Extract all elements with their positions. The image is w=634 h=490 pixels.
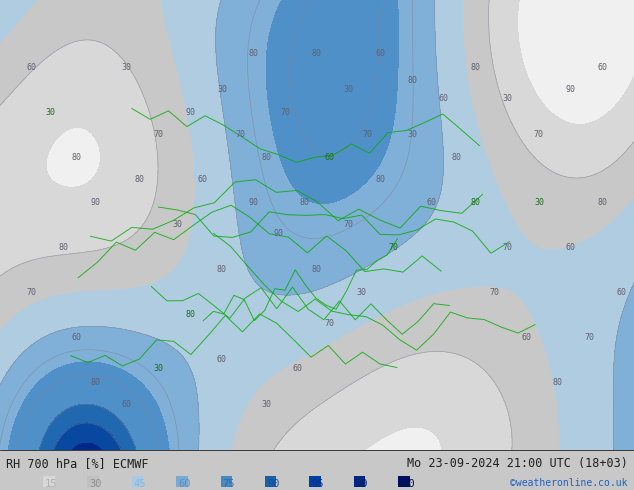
Text: 80: 80	[312, 266, 322, 274]
Text: 80: 80	[58, 243, 68, 252]
Text: Mo 23-09-2024 21:00 UTC (18+03): Mo 23-09-2024 21:00 UTC (18+03)	[407, 457, 628, 470]
Bar	[265, 475, 276, 487]
Text: ©weatheronline.co.uk: ©weatheronline.co.uk	[510, 478, 628, 489]
Text: 30: 30	[153, 365, 164, 373]
Text: 30: 30	[261, 400, 271, 409]
Text: 90: 90	[90, 198, 100, 207]
Text: 80: 80	[261, 153, 271, 162]
Text: 60: 60	[71, 333, 81, 342]
Text: 70: 70	[585, 333, 595, 342]
Text: 70: 70	[534, 130, 544, 140]
Text: 70: 70	[153, 130, 164, 140]
Text: 70: 70	[388, 243, 398, 252]
Text: 80: 80	[407, 76, 417, 85]
Text: 80: 80	[299, 198, 309, 207]
Text: 80: 80	[470, 198, 481, 207]
Text: 80: 80	[71, 153, 81, 162]
Text: 60: 60	[439, 95, 449, 103]
Text: 75: 75	[223, 479, 235, 489]
Bar	[398, 475, 410, 487]
Text: 45: 45	[134, 479, 146, 489]
Text: 60: 60	[198, 175, 208, 184]
Text: 70: 70	[344, 220, 354, 229]
Text: 60: 60	[616, 288, 626, 297]
Text: 90: 90	[267, 479, 280, 489]
Text: 60: 60	[426, 198, 436, 207]
Text: 70: 70	[27, 288, 37, 297]
Text: 99: 99	[356, 479, 368, 489]
Text: 60: 60	[597, 63, 607, 72]
Text: 30: 30	[217, 85, 227, 95]
Text: 30: 30	[89, 479, 102, 489]
Text: 80: 80	[90, 378, 100, 387]
Bar	[132, 475, 143, 487]
Text: 90: 90	[274, 229, 284, 239]
Text: 70: 70	[489, 288, 500, 297]
Text: 80: 80	[134, 175, 145, 184]
Text: 70: 70	[280, 108, 290, 117]
Text: 90: 90	[185, 108, 195, 117]
Text: 80: 80	[249, 49, 259, 58]
Bar	[309, 475, 321, 487]
Bar	[176, 475, 188, 487]
Text: 70: 70	[502, 243, 512, 252]
Text: 30: 30	[502, 95, 512, 103]
Text: 60: 60	[217, 355, 227, 365]
Text: 80: 80	[375, 175, 385, 184]
Text: 80: 80	[185, 310, 195, 319]
Text: 60: 60	[178, 479, 191, 489]
Text: 80: 80	[217, 266, 227, 274]
Text: 90: 90	[566, 85, 576, 95]
Text: 90: 90	[249, 198, 259, 207]
Text: 95: 95	[311, 479, 324, 489]
Text: 30: 30	[407, 130, 417, 140]
Bar	[43, 475, 55, 487]
Text: 30: 30	[46, 108, 56, 117]
Text: 60: 60	[27, 63, 37, 72]
Text: 80: 80	[597, 198, 607, 207]
Text: 70: 70	[236, 130, 246, 140]
Text: 80: 80	[553, 378, 563, 387]
Bar	[354, 475, 365, 487]
Text: 60: 60	[122, 400, 132, 409]
Text: 70: 70	[363, 130, 373, 140]
Text: 30: 30	[344, 85, 354, 95]
Text: 30: 30	[122, 63, 132, 72]
Text: 15: 15	[45, 479, 58, 489]
Text: 60: 60	[293, 365, 303, 373]
Text: RH 700 hPa [%] ECMWF: RH 700 hPa [%] ECMWF	[6, 457, 149, 470]
Text: 100: 100	[397, 479, 416, 489]
Text: 80: 80	[451, 153, 462, 162]
Bar	[87, 475, 99, 487]
Text: 80: 80	[312, 49, 322, 58]
Text: 70: 70	[325, 319, 335, 328]
Text: 60: 60	[521, 333, 531, 342]
Text: 30: 30	[356, 288, 366, 297]
Text: 60: 60	[325, 153, 335, 162]
Text: 80: 80	[470, 63, 481, 72]
Text: 60: 60	[375, 49, 385, 58]
Text: 60: 60	[566, 243, 576, 252]
Text: 30: 30	[534, 198, 544, 207]
Bar	[221, 475, 232, 487]
Text: 30: 30	[172, 220, 183, 229]
